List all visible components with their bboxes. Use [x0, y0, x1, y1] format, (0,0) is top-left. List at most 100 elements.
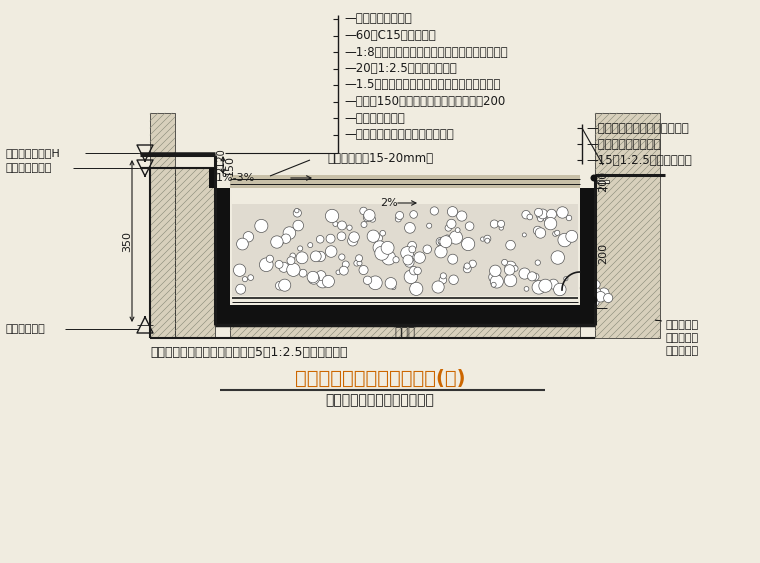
Text: 150: 150 [225, 154, 235, 176]
Circle shape [591, 175, 597, 181]
Bar [215, 188, 230, 308]
Circle shape [347, 236, 358, 246]
Circle shape [293, 209, 302, 217]
Text: 200: 200 [598, 171, 608, 192]
Circle shape [236, 238, 249, 250]
Circle shape [592, 280, 600, 289]
Text: 户内结构完成面: 户内结构完成面 [5, 163, 52, 173]
Text: —基层处理剂一道: —基层处理剂一道 [344, 111, 405, 124]
Text: 200: 200 [598, 243, 608, 263]
Circle shape [385, 278, 397, 289]
Circle shape [534, 208, 543, 216]
Circle shape [381, 242, 394, 254]
Text: —　上翻150高，遇门口时水平扫出门口200: — 上翻150高，遇门口时水平扫出门口200 [344, 95, 505, 108]
Circle shape [505, 240, 515, 250]
Circle shape [535, 228, 546, 238]
Circle shape [395, 216, 401, 222]
Circle shape [243, 231, 254, 242]
Circle shape [271, 236, 283, 248]
Circle shape [585, 292, 590, 297]
Circle shape [363, 213, 372, 222]
Circle shape [546, 209, 556, 219]
Circle shape [361, 222, 367, 227]
Bar [230, 308, 580, 338]
Circle shape [438, 239, 442, 244]
Bar [595, 113, 660, 338]
Circle shape [534, 226, 542, 235]
Circle shape [566, 215, 572, 221]
Circle shape [502, 260, 508, 265]
Circle shape [512, 266, 518, 271]
Text: 2120: 2120 [216, 148, 226, 173]
Circle shape [266, 255, 274, 262]
Circle shape [484, 235, 491, 242]
Circle shape [236, 284, 245, 294]
Circle shape [375, 249, 384, 257]
Circle shape [489, 265, 501, 276]
Circle shape [359, 266, 368, 275]
Circle shape [333, 221, 338, 226]
Circle shape [407, 242, 416, 251]
Text: —20厚1:2.5水泥砂浆保护层: —20厚1:2.5水泥砂浆保护层 [344, 62, 457, 75]
Circle shape [403, 255, 413, 265]
Circle shape [404, 270, 418, 284]
Text: 沉箱结构板面: 沉箱结构板面 [5, 324, 45, 334]
Circle shape [447, 219, 456, 229]
Circle shape [295, 208, 299, 213]
Circle shape [281, 234, 290, 243]
Circle shape [504, 274, 517, 287]
Bar [175, 168, 215, 338]
Circle shape [490, 220, 499, 228]
Circle shape [287, 257, 295, 265]
Circle shape [499, 226, 504, 230]
Circle shape [430, 207, 439, 215]
Circle shape [410, 254, 415, 259]
Circle shape [491, 282, 496, 287]
Circle shape [551, 251, 565, 264]
Text: 户内建筑完成面H: 户内建筑完成面H [5, 148, 60, 158]
Circle shape [290, 253, 296, 258]
Circle shape [296, 252, 308, 263]
Text: 有沉箱卫生间地面防水做法(一): 有沉箱卫生间地面防水做法(一) [295, 369, 465, 387]
Circle shape [449, 275, 458, 284]
Text: 须安装套管: 须安装套管 [665, 346, 698, 356]
Circle shape [259, 258, 273, 271]
Circle shape [423, 245, 432, 253]
Circle shape [490, 275, 503, 288]
Circle shape [469, 260, 477, 267]
Circle shape [316, 275, 329, 288]
Circle shape [391, 285, 396, 289]
Circle shape [546, 222, 550, 226]
Circle shape [440, 236, 451, 248]
Circle shape [445, 225, 451, 231]
Circle shape [581, 283, 591, 292]
Circle shape [279, 279, 291, 291]
Text: 侧排水地漏: 侧排水地漏 [665, 333, 698, 343]
Circle shape [279, 262, 289, 272]
Circle shape [382, 251, 396, 265]
Circle shape [316, 235, 324, 243]
Circle shape [449, 231, 463, 244]
Circle shape [380, 230, 385, 236]
Circle shape [242, 276, 248, 282]
Circle shape [356, 254, 363, 262]
Text: （无地面热辐射采暖的做法）: （无地面热辐射采暖的做法） [325, 393, 435, 407]
Circle shape [275, 261, 283, 269]
Circle shape [590, 287, 601, 299]
Circle shape [255, 220, 268, 233]
Circle shape [283, 227, 296, 239]
Circle shape [337, 232, 346, 240]
Circle shape [522, 211, 530, 219]
Circle shape [465, 222, 474, 230]
Circle shape [439, 239, 445, 245]
Text: 鹅卵石（粒径15-20mm）: 鹅卵石（粒径15-20mm） [327, 151, 433, 164]
Circle shape [535, 260, 540, 265]
Circle shape [527, 214, 533, 220]
Circle shape [248, 275, 254, 280]
Circle shape [316, 271, 326, 280]
Circle shape [565, 230, 578, 242]
Circle shape [522, 233, 527, 237]
Circle shape [464, 263, 470, 269]
Circle shape [435, 245, 447, 258]
Circle shape [538, 209, 548, 219]
